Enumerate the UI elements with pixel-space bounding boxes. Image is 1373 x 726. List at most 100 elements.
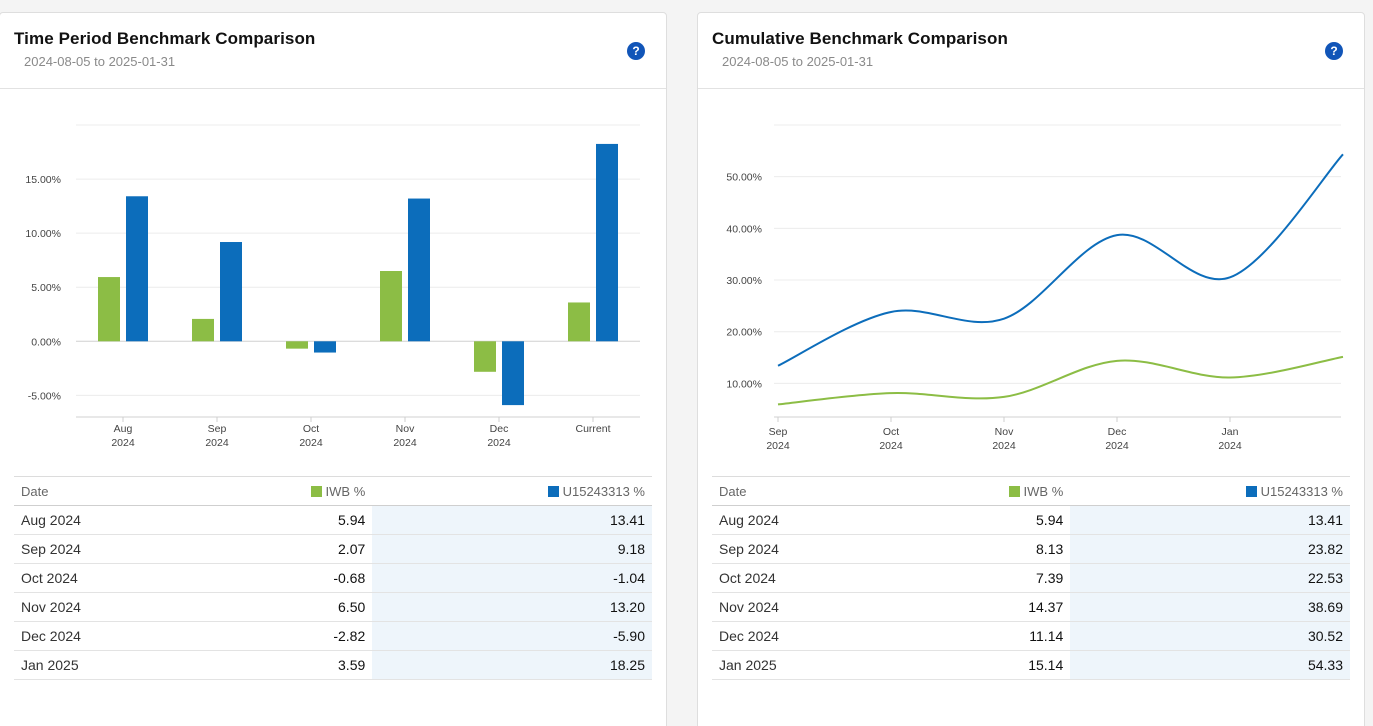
bar-chart: -5.00% 0.00% 5.00% 10.00% 15.00% Aug 2024 Sep 20…	[25, 124, 640, 449]
table-row: Sep 2024 2.07 9.18	[14, 534, 652, 564]
account-column-header[interactable]: U15243313 %	[372, 476, 652, 506]
benchmark-cell: 5.94	[897, 505, 1071, 535]
date-cell: Nov 2024	[712, 592, 898, 622]
account-cell: 23.82	[1070, 534, 1350, 564]
line-chart: 10.00% 20.00% 30.00% 40.00% 50.00% Sep 2024 Oct…	[726, 124, 1344, 452]
account-cell: -1.04	[372, 563, 652, 593]
help-icon[interactable]: ?	[1325, 42, 1343, 60]
y-tick-label: 10.00%	[25, 228, 61, 240]
table-row: Oct 2024 -0.68 -1.04	[14, 563, 652, 593]
account-cell: 22.53	[1070, 563, 1350, 593]
benchmark-cell: 6.50	[199, 592, 373, 622]
benchmark-line	[777, 355, 1344, 406]
cumulative-panel: Cumulative Benchmark Comparison 2024-08-…	[697, 12, 1365, 726]
benchmark-cell: 5.94	[199, 505, 373, 535]
x-tick-label: Jan	[1222, 426, 1239, 438]
x-tick-label: 2024	[111, 437, 135, 449]
x-tick-label: Current	[575, 423, 610, 435]
x-tick-label: 2024	[1105, 440, 1129, 452]
table-row: Sep 2024 8.13 23.82	[712, 534, 1350, 564]
account-cell: 30.52	[1070, 621, 1350, 651]
benchmark-bar	[380, 271, 402, 342]
table-row: Dec 2024 -2.82 -5.90	[14, 621, 652, 651]
date-column-header[interactable]: Date	[14, 476, 200, 506]
benchmark-cell: -0.68	[199, 563, 373, 593]
table-header-row: Date IWB % U15243313 %	[14, 476, 652, 506]
panel-title: Cumulative Benchmark Comparison	[712, 29, 1008, 48]
benchmark-cell: 8.13	[897, 534, 1071, 564]
y-tick-label: 10.00%	[726, 378, 762, 390]
x-tick-label: 2024	[1218, 440, 1242, 452]
benchmark-cell: 14.37	[897, 592, 1071, 622]
account-cell: 38.69	[1070, 592, 1350, 622]
table-row: Aug 2024 5.94 13.41	[14, 505, 652, 535]
benchmark-cell: 3.59	[199, 650, 373, 680]
benchmark-cell: 7.39	[897, 563, 1071, 593]
date-cell: Dec 2024	[712, 621, 898, 651]
account-bar	[220, 242, 242, 342]
x-tick-label: Aug	[114, 423, 133, 435]
panel-header: Time Period Benchmark Comparison 2024-08…	[0, 13, 666, 89]
date-cell: Aug 2024	[712, 505, 898, 535]
account-cell: -5.90	[372, 621, 652, 651]
x-tick-label: 2024	[299, 437, 323, 449]
account-header-label: U15243313 %	[562, 483, 645, 499]
date-cell: Oct 2024	[712, 563, 898, 593]
account-cell: 13.41	[372, 505, 652, 535]
date-cell: Sep 2024	[14, 534, 200, 564]
time-period-panel: Time Period Benchmark Comparison 2024-08…	[0, 12, 667, 726]
y-tick-label: 0.00%	[31, 336, 61, 348]
help-icon[interactable]: ?	[627, 42, 645, 60]
benchmark-column-header[interactable]: IWB %	[199, 476, 373, 506]
account-column-header[interactable]: U15243313 %	[1070, 476, 1350, 506]
time-period-table: Date IWB % U15243313 % Aug 2024 5.94 13.41…	[14, 476, 652, 680]
x-tick-label: Dec	[1108, 426, 1127, 438]
x-tick-label: Sep	[769, 426, 788, 438]
x-tick-label: 2024	[205, 437, 229, 449]
date-cell: Oct 2024	[14, 563, 200, 593]
benchmark-cell: 11.14	[897, 621, 1071, 651]
benchmark-column-header[interactable]: IWB %	[897, 476, 1071, 506]
x-tick-label: Nov	[396, 423, 415, 435]
x-tick-label: 2024	[393, 437, 417, 449]
benchmark-bar	[192, 318, 214, 342]
benchmark-cell: 2.07	[199, 534, 373, 564]
date-cell: Aug 2024	[14, 505, 200, 535]
x-tick-label: Dec	[490, 423, 509, 435]
date-cell: Jan 2025	[14, 650, 200, 680]
panel-title: Time Period Benchmark Comparison	[14, 29, 316, 48]
benchmark-bar	[568, 302, 590, 342]
account-swatch	[547, 485, 559, 497]
account-bar	[596, 143, 618, 342]
date-column-header[interactable]: Date	[712, 476, 898, 506]
account-header-label: U15243313 %	[1260, 483, 1343, 499]
date-cell: Jan 2025	[712, 650, 898, 680]
table-row: Aug 2024 5.94 13.41	[712, 505, 1350, 535]
date-range: 2024-08-05 to 2025-01-31	[24, 54, 176, 69]
benchmark-bar	[98, 277, 120, 342]
account-cell: 18.25	[372, 650, 652, 680]
benchmark-bar	[474, 341, 496, 372]
account-bar	[408, 198, 430, 342]
benchmark-cell: -2.82	[199, 621, 373, 651]
y-tick-label: 30.00%	[726, 275, 762, 287]
table-row: Dec 2024 11.14 30.52	[712, 621, 1350, 651]
panel-header: Cumulative Benchmark Comparison 2024-08-…	[698, 13, 1364, 89]
account-cell: 9.18	[372, 534, 652, 564]
account-bar	[502, 341, 524, 406]
date-cell: Nov 2024	[14, 592, 200, 622]
account-cell: 13.41	[1070, 505, 1350, 535]
benchmark-swatch	[1008, 485, 1020, 497]
x-tick-label: 2024	[766, 440, 790, 452]
account-bar	[314, 341, 336, 353]
x-tick-label: 2024	[487, 437, 511, 449]
date-cell: Dec 2024	[14, 621, 200, 651]
benchmark-swatch	[310, 485, 322, 497]
benchmark-header-label: IWB %	[1023, 483, 1064, 499]
date-cell: Sep 2024	[712, 534, 898, 564]
benchmark-cell: 15.14	[897, 650, 1071, 680]
table-row: Jan 2025 15.14 54.33	[712, 650, 1350, 680]
cumulative-table: Date IWB % U15243313 % Aug 2024 5.94 13.41…	[712, 476, 1350, 680]
account-cell: 13.20	[372, 592, 652, 622]
x-tick-label: 2024	[992, 440, 1016, 452]
